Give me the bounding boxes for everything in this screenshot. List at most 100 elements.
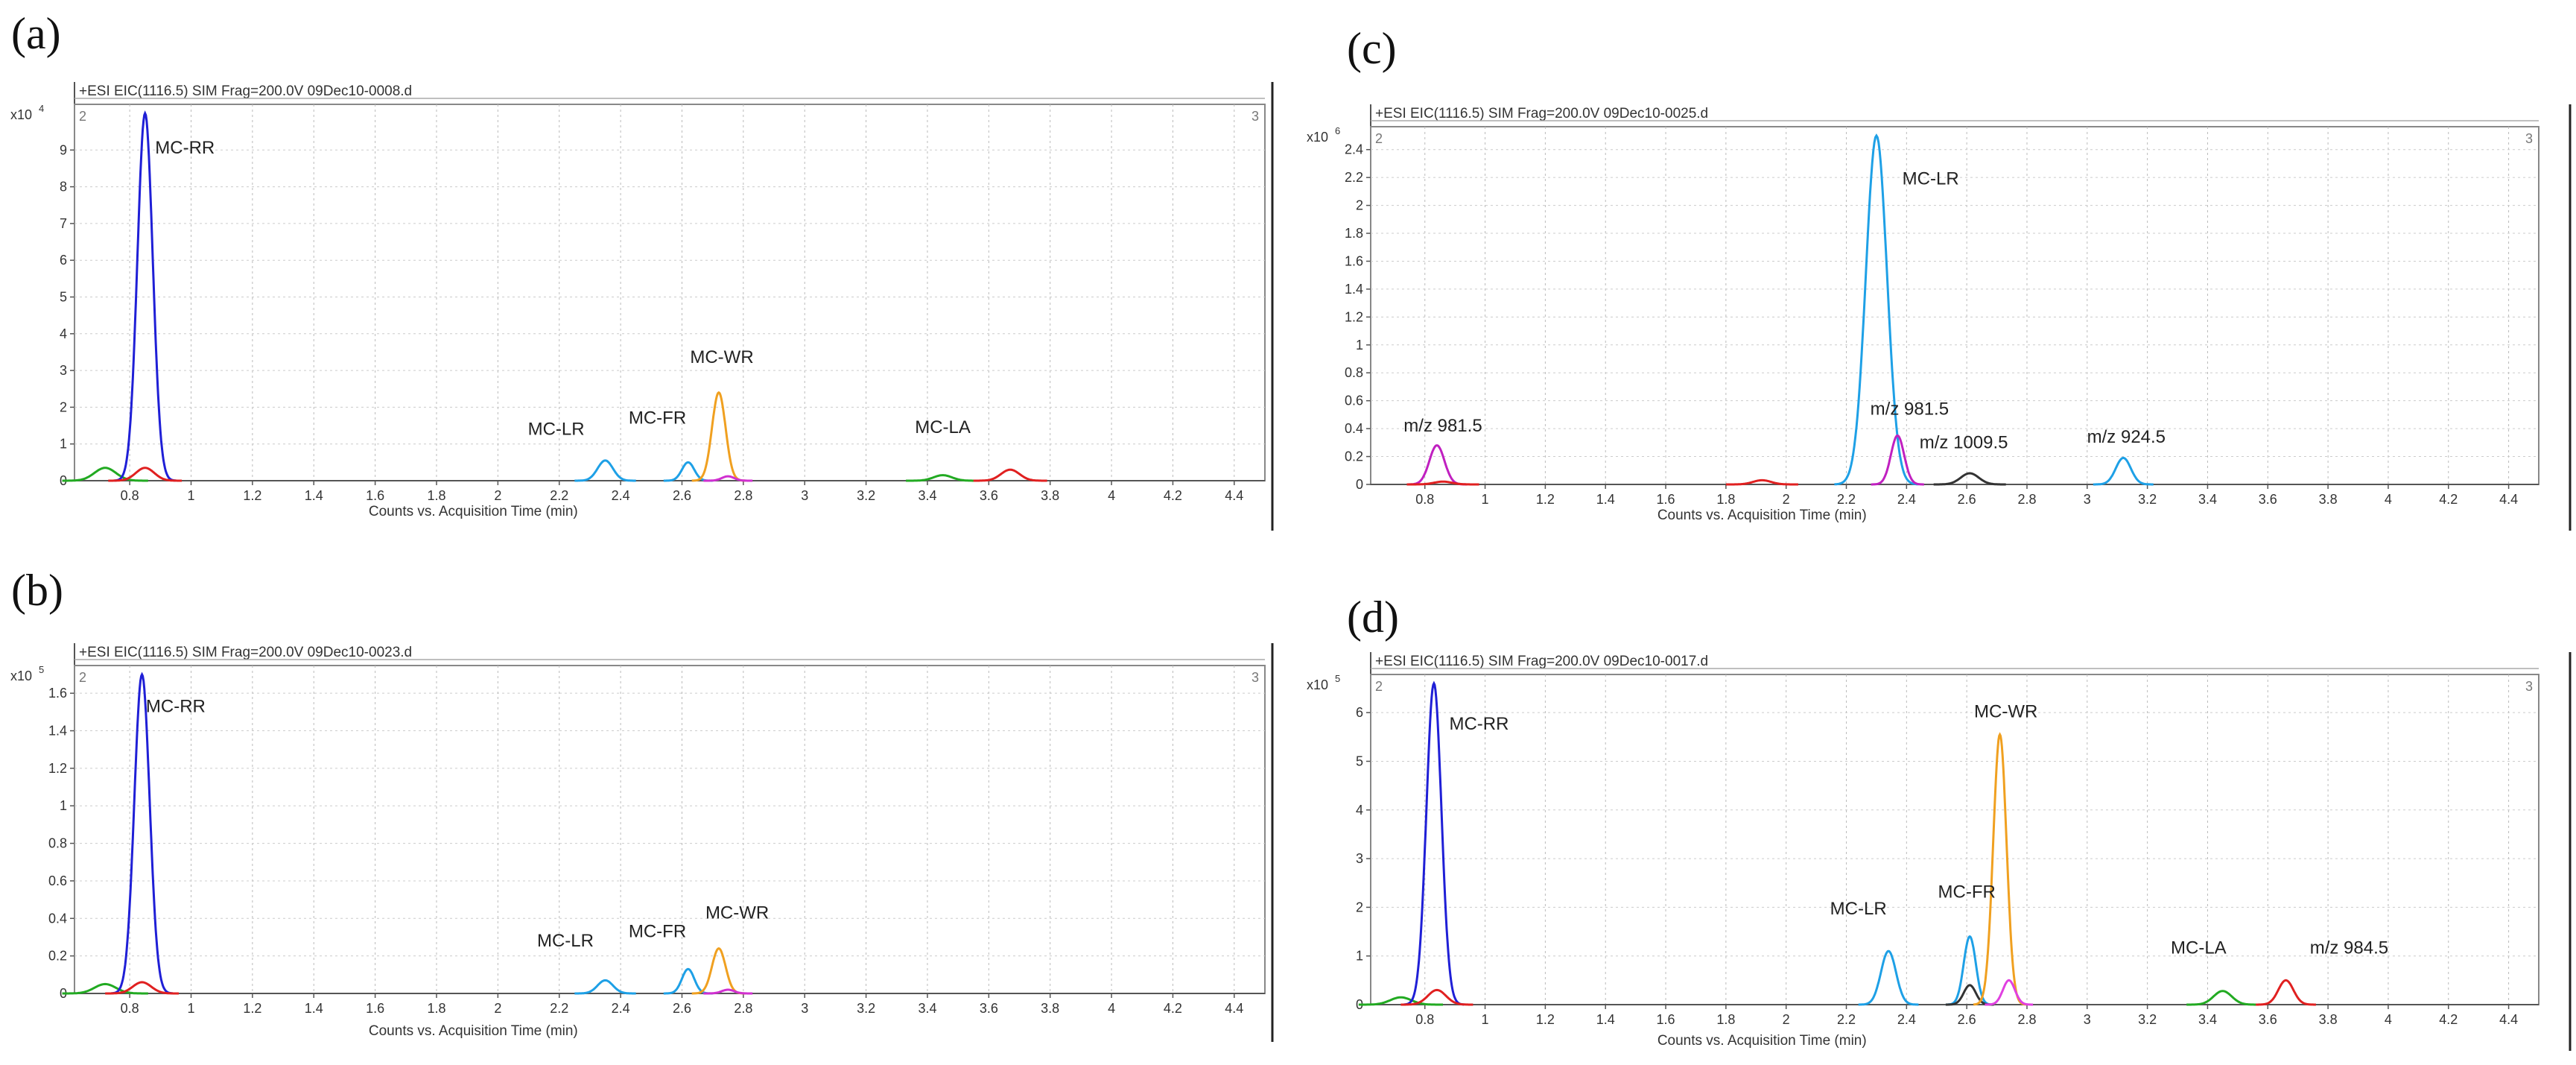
x-tick-label: 3.2 (857, 488, 875, 503)
x-tick-label: 3.2 (2138, 1012, 2157, 1027)
x-axis-label: Counts vs. Acquisition Time (min) (1657, 1033, 1867, 1049)
x-tick-label: 4 (2385, 1012, 2392, 1027)
x-axis-label: Counts vs. Acquisition Time (min) (369, 1023, 578, 1039)
y-tick-label: 0 (1356, 477, 1363, 492)
x-tick-label: 3 (801, 488, 808, 503)
scale-label: x10 (1307, 130, 1328, 145)
peak-trace (906, 474, 980, 482)
peak-trace (1834, 133, 1919, 486)
corner-label-left: 2 (1375, 679, 1383, 694)
x-tick-label: 3.6 (2259, 492, 2277, 507)
peak-trace (1406, 480, 1479, 486)
y-tick-label: 0.6 (1345, 394, 1363, 408)
x-tick-label: 4.2 (1164, 1001, 1182, 1016)
peak-trace (114, 110, 176, 482)
peak-trace (1871, 434, 1924, 486)
x-tick-label: 1.8 (427, 488, 445, 503)
x-tick-label: 0.8 (1415, 1012, 1434, 1027)
peak-annotation: m/z 981.5 (1403, 416, 1482, 436)
panel-header: +ESI EIC(1116.5) SIM Frag=200.0V 09Dec10… (79, 645, 412, 660)
peak-trace (1945, 935, 1994, 1006)
x-tick-label: 1.2 (1536, 1012, 1555, 1027)
corner-label-right: 3 (1251, 109, 1259, 124)
x-tick-label: 4.2 (1164, 488, 1182, 503)
x-tick-label: 2.6 (673, 1001, 691, 1016)
x-tick-label: 3.8 (2319, 1012, 2338, 1027)
peak-trace (1933, 472, 2006, 486)
scale-exponent: 6 (1335, 125, 1340, 136)
corner-label-left: 2 (79, 109, 86, 124)
peak-annotation: m/z 981.5 (1871, 399, 1949, 419)
corner-label-left: 2 (79, 670, 86, 685)
x-tick-label: 2.6 (1958, 1012, 1976, 1027)
peak-trace (62, 467, 148, 482)
x-tick-label: 2.2 (550, 1001, 568, 1016)
x-tick-label: 2.8 (2017, 1012, 2036, 1027)
plot-area (1370, 126, 2539, 485)
x-tick-label: 3.8 (1041, 1001, 1059, 1016)
x-tick-label: 1 (1482, 1012, 1489, 1027)
scale-exponent: 5 (1335, 673, 1340, 684)
y-tick-label: 2.2 (1345, 170, 1363, 185)
y-tick-label: 1.2 (1345, 309, 1363, 324)
y-tick-label: 2 (60, 399, 67, 414)
peak-trace (2093, 456, 2154, 486)
x-tick-label: 0.8 (121, 1001, 139, 1016)
y-tick-label: 0.8 (48, 836, 67, 851)
y-tick-label: 1 (1356, 949, 1363, 964)
panel-header: +ESI EIC(1116.5) SIM Frag=200.0V 09Dec10… (1375, 106, 1708, 121)
x-tick-label: 4 (1108, 488, 1115, 503)
corner-label-right: 3 (2525, 679, 2533, 694)
y-tick-label: 1.4 (1345, 282, 1363, 297)
plot-area (74, 104, 1266, 481)
x-tick-label: 1.6 (366, 1001, 384, 1016)
y-tick-label: 8 (60, 180, 67, 195)
x-tick-label: 1.2 (243, 488, 261, 503)
x-tick-label: 2.6 (1958, 492, 1976, 507)
peak-trace (111, 671, 173, 995)
y-tick-label: 4 (1356, 803, 1363, 818)
scale-label: x10 (10, 107, 32, 122)
peak-trace (1725, 478, 1798, 486)
peak-trace (1400, 988, 1473, 1006)
x-tick-label: 1.2 (1536, 492, 1555, 507)
x-tick-label: 3.4 (2198, 492, 2217, 507)
y-tick-label: 5 (60, 290, 67, 305)
peak-annotation: m/z 984.5 (2310, 938, 2388, 958)
x-tick-label: 3.6 (2259, 1012, 2277, 1027)
x-tick-label: 1.8 (1716, 1012, 1735, 1027)
x-tick-label: 3 (801, 1001, 808, 1016)
x-tick-label: 2.8 (2017, 492, 2036, 507)
x-tick-label: 1.4 (1596, 492, 1615, 507)
x-tick-label: 2.6 (673, 488, 691, 503)
x-tick-label: 4 (2385, 492, 2392, 507)
peak-trace (703, 475, 753, 482)
chart-panel-b: (b) +ESI EIC(1116.5) SIM Frag=200.0V 09De… (10, 566, 1274, 1042)
y-tick-label: 3 (60, 363, 67, 378)
x-tick-label: 3 (2084, 492, 2091, 507)
x-tick-label: 1.6 (366, 488, 384, 503)
peak-annotation: MC-WR (705, 903, 769, 923)
peak-annotation: MC-LA (2171, 938, 2227, 958)
chart-panel-a: (a) +ESI EIC(1116.5) SIM Frag=200.0V 09De… (10, 9, 1274, 531)
peak-annotation: MC-RR (146, 696, 206, 716)
x-tick-label: 1.4 (1596, 1012, 1615, 1027)
x-tick-label: 2.4 (612, 1001, 630, 1016)
scale-label: x10 (10, 669, 32, 683)
y-tick-label: 1.6 (1345, 253, 1363, 268)
y-tick-label: 3 (1356, 851, 1363, 866)
peak-trace (574, 979, 636, 995)
chart-panel-d: (d) +ESI EIC(1116.5) SIM Frag=200.0V 09De… (1307, 592, 2572, 1051)
corner-label-left: 2 (1375, 131, 1383, 146)
peak-annotation: MC-LR (1830, 899, 1887, 919)
x-tick-label: 4.4 (1225, 1001, 1243, 1016)
y-tick-label: 2.4 (1345, 142, 1363, 157)
panel-header: +ESI EIC(1116.5) SIM Frag=200.0V 09Dec10… (1375, 654, 1708, 669)
x-tick-label: 2.2 (1837, 1012, 1856, 1027)
y-tick-label: 0.6 (48, 873, 67, 888)
peak-trace (1985, 979, 2034, 1006)
peak-trace (1858, 949, 1919, 1006)
y-tick-label: 0.4 (48, 911, 67, 926)
x-tick-label: 2 (494, 1001, 501, 1016)
peak-annotation: m/z 1009.5 (1920, 432, 2008, 452)
